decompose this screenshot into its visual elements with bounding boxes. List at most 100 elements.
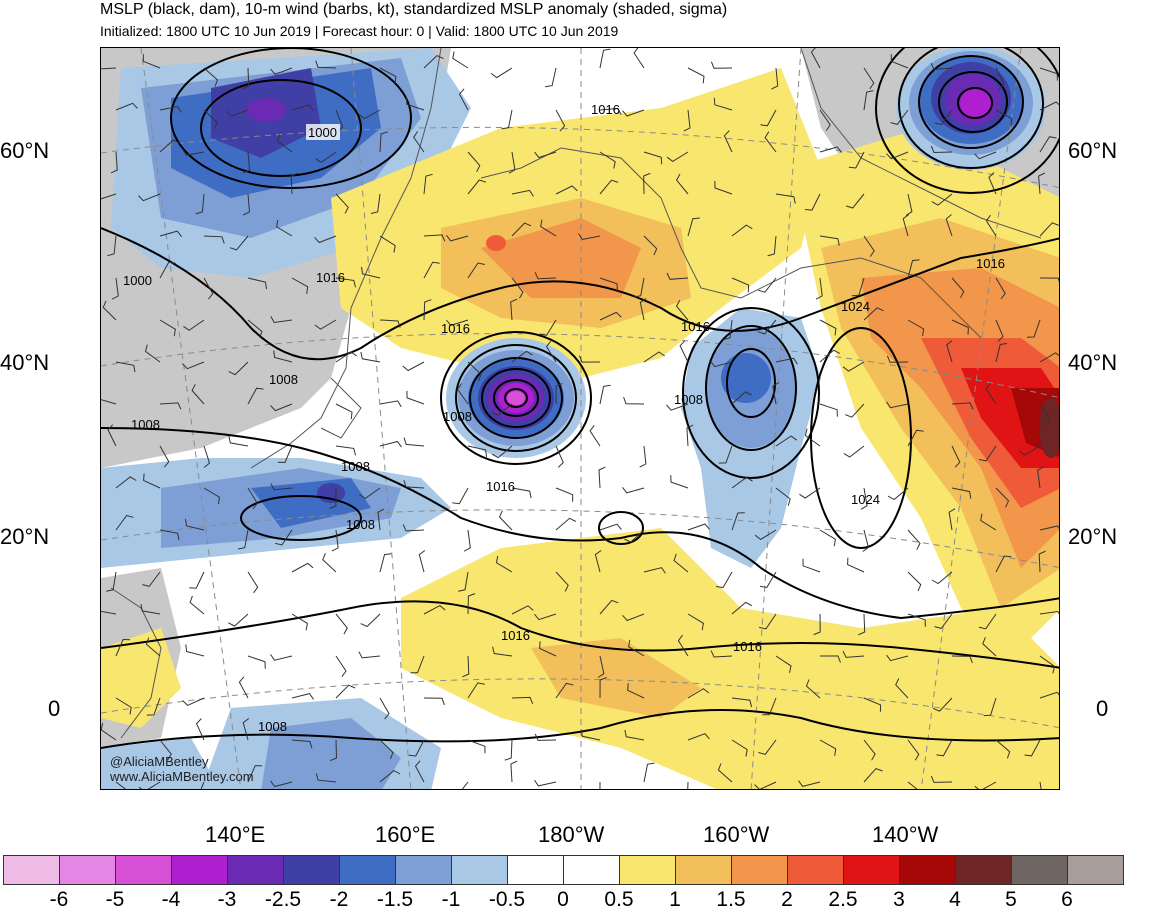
wind-barb bbox=[845, 193, 865, 209]
wind-barb bbox=[379, 440, 402, 448]
wind-barb bbox=[1039, 610, 1059, 615]
wind-barb bbox=[815, 277, 823, 300]
wind-barb bbox=[670, 475, 689, 489]
wind-barb bbox=[555, 487, 574, 502]
wind-barb bbox=[863, 90, 874, 111]
wind-barb bbox=[159, 529, 180, 541]
wind-barb bbox=[622, 109, 645, 117]
wind-barb bbox=[140, 603, 161, 615]
wind-barb bbox=[666, 151, 689, 163]
wind-barb bbox=[995, 109, 1013, 126]
credit-handle: @AliciaMBentley bbox=[110, 754, 209, 769]
wind-barb bbox=[159, 739, 172, 761]
wind-barb bbox=[731, 601, 753, 615]
wind-barb bbox=[930, 62, 953, 70]
wind-barb bbox=[185, 518, 205, 531]
wind-barb bbox=[887, 487, 909, 501]
wind-barb bbox=[723, 130, 733, 153]
wind-barb bbox=[980, 513, 997, 531]
lon-label: 180°W bbox=[538, 822, 605, 847]
wind-barb bbox=[358, 651, 381, 659]
wind-barb bbox=[643, 762, 655, 783]
wind-barb bbox=[331, 529, 339, 552]
wind-barb bbox=[710, 61, 733, 69]
wind-barb bbox=[467, 445, 488, 457]
wind-barb bbox=[511, 277, 524, 299]
wind-barb bbox=[951, 445, 961, 468]
wind-barb bbox=[539, 319, 557, 336]
wind-barb bbox=[623, 397, 645, 405]
wind-barb bbox=[948, 508, 956, 531]
wind-barb bbox=[274, 529, 293, 546]
wind-barb bbox=[599, 277, 618, 291]
wind-barb bbox=[758, 277, 777, 293]
lat-label-right: 20°N bbox=[1068, 524, 1118, 549]
wind-barb bbox=[731, 739, 748, 757]
wind-barb bbox=[107, 235, 117, 257]
wind-barb bbox=[813, 613, 821, 636]
wind-barb bbox=[452, 51, 469, 69]
wind-barb bbox=[145, 637, 161, 657]
wind-barb bbox=[890, 54, 909, 69]
colorbar-swatch bbox=[339, 855, 396, 885]
wind-barb bbox=[902, 214, 910, 237]
colorbar-swatch bbox=[171, 855, 228, 885]
wind-barb bbox=[643, 151, 663, 165]
isobar-labels: 1000 1016 1000 1016 1016 1008 1008 1008 … bbox=[123, 102, 1005, 734]
colorbar-tick-label: 4 bbox=[949, 888, 961, 911]
wind-barb bbox=[886, 151, 909, 160]
wind-barb bbox=[819, 109, 831, 131]
wind-barb bbox=[461, 781, 469, 789]
wind-barb bbox=[767, 235, 777, 257]
colorbar-tick-label: 0.5 bbox=[604, 888, 634, 911]
wind-barb bbox=[491, 445, 513, 459]
wind-barb bbox=[511, 696, 534, 704]
wind-barb bbox=[446, 235, 469, 242]
wind-barb bbox=[931, 571, 953, 585]
wind-barb bbox=[907, 319, 925, 336]
wind-barb bbox=[379, 553, 392, 573]
wind-barb bbox=[467, 682, 485, 699]
wind-barb bbox=[759, 571, 777, 589]
colorbar-tick-label: 6 bbox=[1061, 888, 1073, 911]
wind-barb bbox=[819, 739, 837, 756]
wind-barb bbox=[775, 655, 792, 673]
isobar-label: 1024 bbox=[841, 299, 870, 314]
wind-barb bbox=[462, 655, 470, 678]
isobars bbox=[101, 48, 1059, 749]
lat-label-left: 40°N bbox=[0, 350, 50, 375]
wind-barb bbox=[101, 67, 117, 70]
wind-barb bbox=[377, 508, 385, 531]
wind-barb bbox=[182, 697, 205, 706]
wind-barb bbox=[863, 697, 882, 712]
wind-barb bbox=[379, 739, 394, 760]
colorbar-swatch bbox=[115, 855, 172, 885]
wind-barb bbox=[555, 517, 577, 531]
wind-barb bbox=[599, 384, 611, 405]
wind-barb bbox=[534, 733, 557, 741]
wind-barb bbox=[115, 102, 138, 111]
wind-barb bbox=[863, 307, 884, 321]
wind-barb bbox=[985, 214, 997, 237]
wind-barb bbox=[495, 555, 513, 573]
wind-barb bbox=[842, 361, 865, 372]
wind-barb bbox=[291, 562, 314, 573]
wind-barb bbox=[408, 739, 425, 757]
wind-barb bbox=[106, 571, 117, 592]
wind-barb bbox=[907, 259, 920, 279]
wind-barb bbox=[624, 729, 645, 741]
wind-barb bbox=[764, 131, 777, 153]
wind-barb bbox=[423, 299, 432, 321]
wind-barb bbox=[370, 193, 381, 214]
wind-barb bbox=[599, 311, 622, 321]
colorbar-swatch bbox=[507, 855, 564, 885]
wind-barb bbox=[713, 97, 733, 111]
isobar-label: 1000 bbox=[123, 273, 152, 288]
wind-barb bbox=[1039, 136, 1057, 153]
wind-barb bbox=[819, 319, 837, 336]
wind-barb bbox=[951, 487, 972, 499]
wind-barb bbox=[379, 697, 390, 720]
wind-barb bbox=[932, 697, 953, 712]
wind-barb bbox=[555, 109, 566, 132]
wind-barb bbox=[758, 613, 777, 630]
